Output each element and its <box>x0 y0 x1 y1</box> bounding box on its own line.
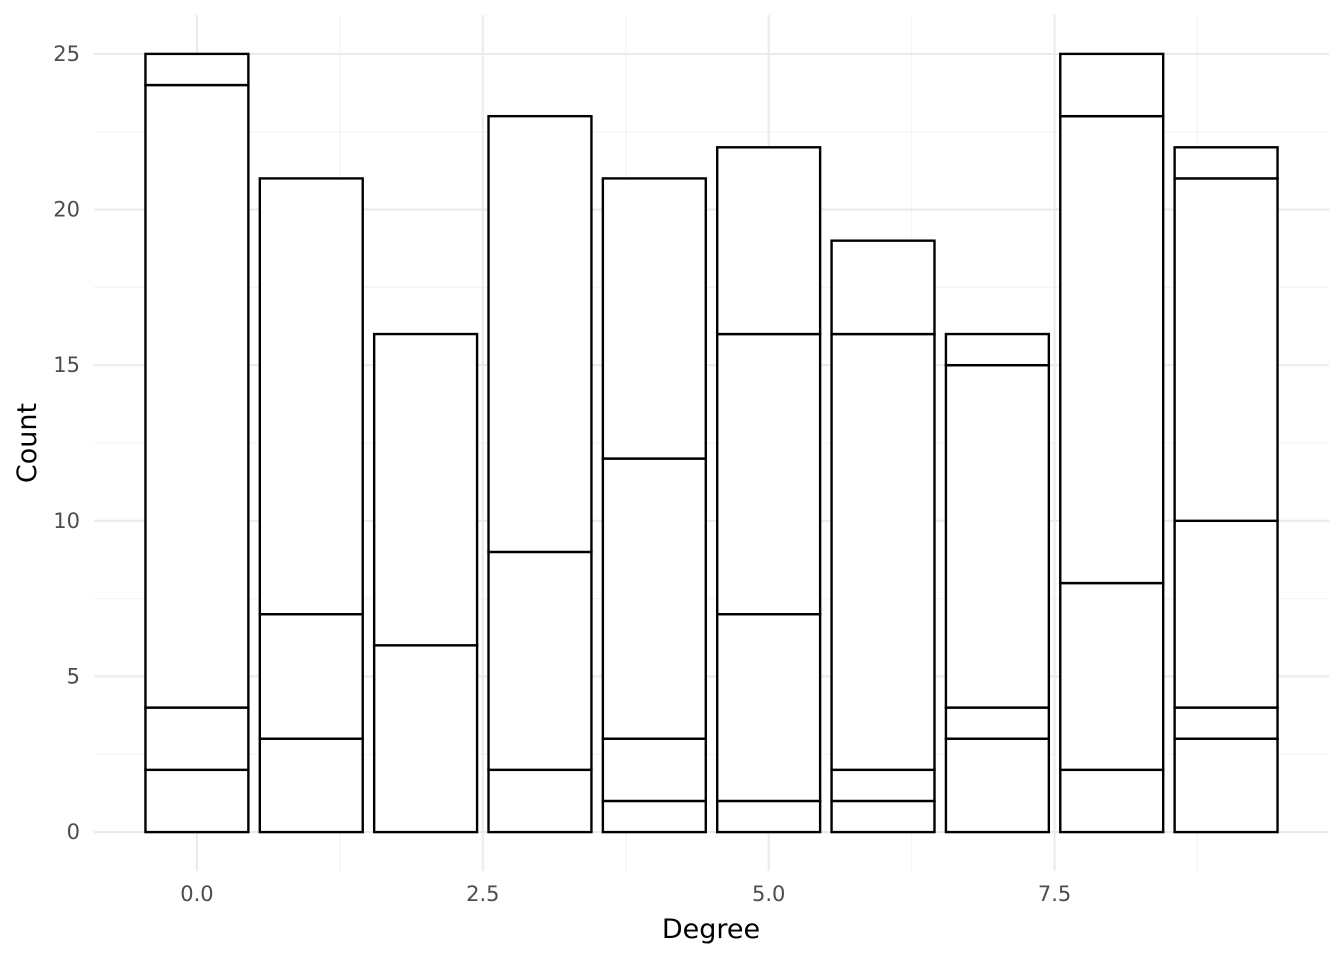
x-axis-title: Degree <box>662 914 760 945</box>
bar-segment <box>258 737 364 834</box>
x-tick-label: 7.5 <box>1038 882 1071 906</box>
bar-stack <box>1059 52 1165 834</box>
bar-stack <box>372 332 479 834</box>
y-tick-label: 0 <box>67 820 80 844</box>
y-tick-label: 10 <box>53 509 80 533</box>
bar-segment <box>1059 114 1165 585</box>
y-axis-title: Count <box>12 403 43 483</box>
bar-segment <box>487 768 593 834</box>
bar-segment <box>1173 519 1279 709</box>
bar-segment <box>601 177 707 460</box>
bar-segment <box>487 550 593 772</box>
x-tick-label: 0.0 <box>180 882 213 906</box>
y-tick-label: 5 <box>67 664 80 688</box>
y-tick-label: 20 <box>53 198 80 222</box>
bar-segment <box>1173 706 1279 740</box>
bars <box>144 52 1279 834</box>
bar-segment <box>830 239 936 336</box>
bar-segment <box>144 83 250 709</box>
bar-stack <box>144 52 250 834</box>
bar-stack <box>258 177 364 834</box>
bar-stack <box>716 146 822 834</box>
bar-stack <box>944 332 1051 834</box>
bar-segment <box>716 799 822 834</box>
bar-segment <box>944 363 1051 709</box>
bar-segment <box>830 332 936 772</box>
bar-segment <box>258 177 364 616</box>
bar-segment <box>601 737 707 803</box>
bar-segment <box>944 332 1051 367</box>
bar-segment <box>1173 737 1279 834</box>
bar-segment <box>601 457 707 740</box>
bar-segment <box>944 706 1051 740</box>
bar-segment <box>830 799 936 834</box>
bar-segment <box>144 768 250 834</box>
y-tick-label: 15 <box>53 353 80 377</box>
bar-segment <box>372 332 479 647</box>
bar-stack <box>1173 146 1279 834</box>
bar-segment <box>144 52 250 87</box>
bar-segment <box>716 146 822 336</box>
bar-segment <box>1059 768 1165 834</box>
bar-segment <box>372 644 479 834</box>
bar-segment <box>716 613 822 803</box>
y-tick-label: 25 <box>53 42 80 66</box>
bar-segment <box>1059 581 1165 772</box>
bar-segment <box>487 114 593 554</box>
x-tick-label: 2.5 <box>466 882 499 906</box>
bar-segment <box>1173 146 1279 180</box>
bar-stack <box>601 177 707 834</box>
bar-segment <box>944 737 1051 834</box>
y-tick-labels: 0 5 10 15 20 25 <box>53 42 80 844</box>
bar-segment <box>601 799 707 834</box>
bar-segment <box>830 768 936 803</box>
bar-stack <box>830 239 936 834</box>
bar-segment <box>144 706 250 772</box>
bar-segment <box>1059 52 1165 118</box>
bar-segment <box>258 613 364 740</box>
bar-stack <box>487 114 593 834</box>
bar-segment <box>1173 177 1279 523</box>
x-tick-labels: 0.0 2.5 5.0 7.5 <box>180 882 1071 906</box>
x-tick-label: 5.0 <box>752 882 785 906</box>
bar-segment <box>716 332 822 616</box>
